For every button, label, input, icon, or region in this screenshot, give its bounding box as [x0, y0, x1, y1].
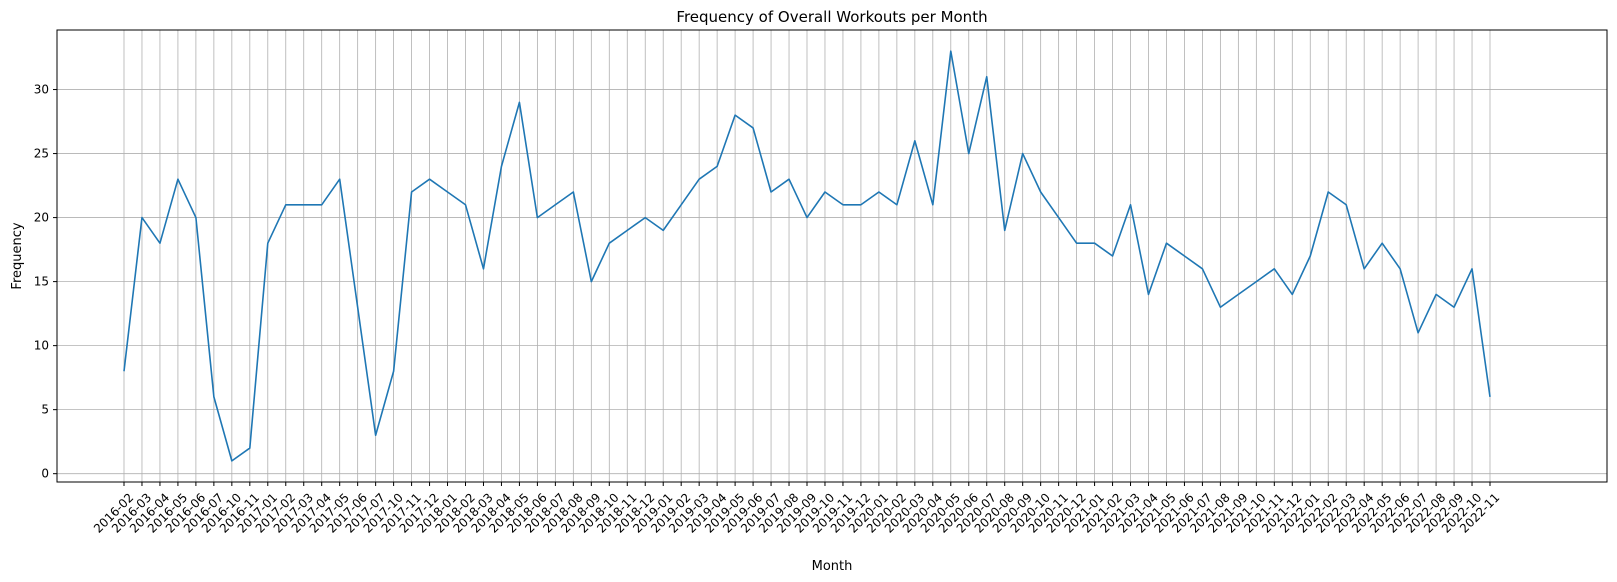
y-axis: 0 5 10 15 20 25 30: [34, 83, 57, 481]
chart-title: Frequency of Overall Workouts per Month: [676, 8, 987, 26]
series-line: [123, 50, 1491, 462]
x-axis: 2016-022016-032016-042016-052016-062016-…: [91, 482, 1502, 536]
grid-lines: [57, 30, 1607, 482]
y-tick-label: 0: [41, 467, 49, 481]
y-tick-label: 25: [34, 147, 49, 161]
y-tick-label: 5: [41, 403, 49, 417]
y-axis-label: Frequency: [10, 222, 25, 289]
y-tick-label: 10: [34, 339, 49, 353]
y-tick-label: 30: [34, 83, 49, 97]
plot-frame: [56, 29, 1608, 483]
x-axis-label: Month: [812, 559, 853, 574]
y-tick-label: 15: [34, 275, 49, 289]
y-tick-label: 20: [34, 211, 49, 225]
